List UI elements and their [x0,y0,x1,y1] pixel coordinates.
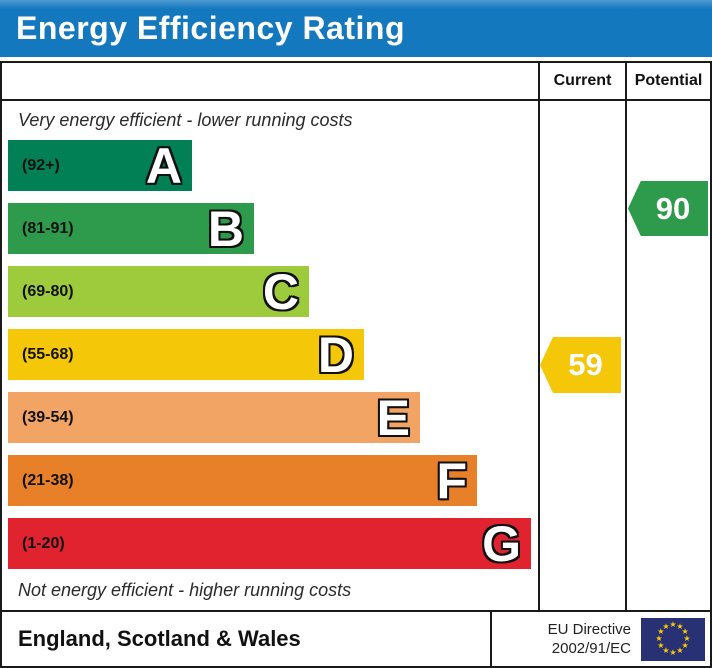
band-bar-F: (21-38) F [8,455,477,506]
footer-region-label: England, Scotland & Wales [18,626,301,651]
band-range-label: (1-20) [22,534,65,552]
caption-not-efficient: Not energy efficient - higher running co… [18,580,352,600]
potential-rating-value: 90 [655,190,691,226]
band-letter: G [482,515,521,572]
band-letter: C [262,263,299,320]
current-rating-badge: 59 [540,337,621,393]
band-letter: B [207,200,244,257]
column-divider-potential [625,101,627,610]
band-bar-B: (81-91) B [8,203,254,254]
band-bar-A: (92+) A [8,140,192,191]
band-range-label: (92+) [22,156,60,174]
current-rating-value: 59 [568,347,603,382]
eu-flag-icon: ★ ★ ★ ★ ★ ★ ★ ★ ★ ★ ★ ★ [641,617,705,661]
eu-directive-line1: EU Directive [547,620,631,638]
rating-bands: (92+) A (81-91) B (69-80) C (55-68) D (39-54) E (2… [8,140,531,569]
eu-directive-label: EU Directive 2002/91/EC [548,620,631,659]
band-range-label: (69-80) [22,282,74,300]
band-range-label: (81-91) [22,219,74,237]
column-divider-current [538,101,540,610]
column-header-current: Current [538,63,625,99]
eu-directive-line2: 2002/91/EC [551,640,631,657]
rating-table: Current Potential Very energy efficient … [0,61,712,612]
header-cell-empty [2,63,538,99]
title-bar: Energy Efficiency Rating [0,0,712,57]
column-header-potential: Potential [625,63,710,99]
chart-body: Very energy efficient - lower running co… [2,101,710,610]
band-range-label: (21-38) [22,471,74,489]
band-bar-G: (1-20) G [8,518,531,569]
band-bar-E: (39-54) E [8,392,420,443]
footer: England, Scotland & Wales EU Directive 2… [0,612,712,668]
band-range-label: (39-54) [22,408,74,426]
band-letter: E [376,389,410,446]
potential-rating-badge: 90 [628,181,708,236]
footer-directive-cell: EU Directive 2002/91/EC ★ ★ ★ ★ ★ ★ ★ ★ ★ ★ ★ ★ [490,612,710,666]
band-letter: A [145,137,182,194]
band-letter: D [317,326,354,383]
band-letter: F [436,452,467,509]
page-title: Energy Efficiency Rating [16,10,405,46]
band-range-label: (55-68) [22,345,74,363]
band-bar-D: (55-68) D [8,329,364,380]
caption-very-efficient: Very energy efficient - lower running co… [18,110,353,130]
band-bar-C: (69-80) C [8,266,309,317]
table-header-row: Current Potential [2,63,710,101]
